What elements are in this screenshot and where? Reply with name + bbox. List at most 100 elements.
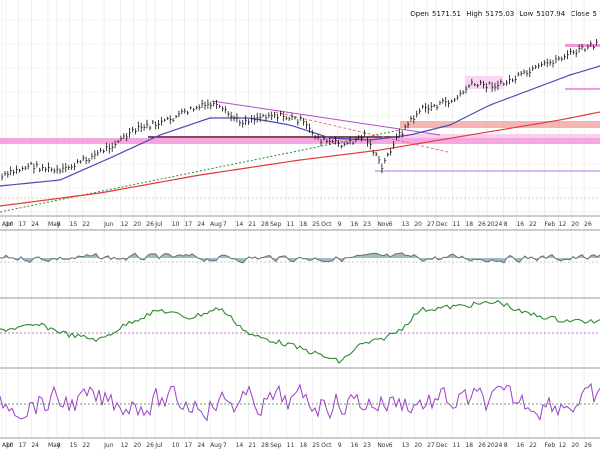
x-tick-bottom-30: 6 xyxy=(389,442,393,449)
x-tick-top-19: 21 xyxy=(248,221,256,228)
x-tick-top-27: 16 xyxy=(351,221,359,228)
price-bars xyxy=(1,38,598,181)
x-tick-top-18: 14 xyxy=(236,221,244,228)
x-tick-bottom-6: 15 xyxy=(70,442,78,449)
x-tick-bottom-11: 26 xyxy=(146,442,154,449)
oscillator-1-line xyxy=(0,252,600,264)
x-tick-bottom-20: 28 xyxy=(261,442,269,449)
x-tick-bottom-43: 12 xyxy=(559,442,567,449)
x-tick-top-12: Jul xyxy=(154,221,163,228)
x-tick-top-30: 6 xyxy=(389,221,393,228)
support-band-right xyxy=(400,121,600,128)
x-tick-top-36: 18 xyxy=(465,221,473,228)
x-tick-top-3: 24 xyxy=(31,221,39,228)
x-tick-bottom-14: 17 xyxy=(185,442,193,449)
close-label: Close xyxy=(570,10,590,18)
x-tick-bottom-12: Jul xyxy=(154,442,163,449)
x-tick-bottom-32: 20 xyxy=(414,442,422,449)
oscillator-2-line xyxy=(0,299,600,364)
x-tick-bottom-28: 23 xyxy=(363,442,371,449)
x-tick-bottom-0: Apr xyxy=(2,442,13,449)
x-tick-top-9: 12 xyxy=(121,221,129,228)
high-label: High xyxy=(466,10,483,18)
x-tick-top-29: Nov xyxy=(377,221,389,228)
resistance-band-left xyxy=(0,138,600,144)
top-zone xyxy=(565,44,600,47)
x-tick-bottom-22: 11 xyxy=(287,442,295,449)
x-tick-bottom-7: 22 xyxy=(82,442,90,449)
x-tick-bottom-1: 10 xyxy=(6,442,14,449)
x-tick-top-16: Aug xyxy=(210,221,222,228)
x-tick-top-37: 26 xyxy=(478,221,486,228)
x-tick-bottom-17: 7 xyxy=(223,442,227,449)
x-tick-bottom-42: Feb xyxy=(545,442,556,449)
low-value: 5107.94 xyxy=(536,10,566,18)
low-label: Low xyxy=(519,10,534,18)
x-tick-bottom-2: 17 xyxy=(19,442,27,449)
x-tick-top-21: Sep xyxy=(270,221,282,228)
support-band-low xyxy=(400,134,600,138)
x-tick-top-40: 16 xyxy=(516,221,524,228)
x-tick-top-5: 8 xyxy=(57,221,61,228)
x-tick-top-10: 20 xyxy=(133,221,141,228)
x-tick-bottom-15: 24 xyxy=(197,442,205,449)
x-tick-bottom-27: 16 xyxy=(351,442,359,449)
x-tick-top-34: Dec xyxy=(436,221,448,228)
x-tick-top-44: 20 xyxy=(571,221,579,228)
x-tick-top-42: Feb xyxy=(545,221,556,228)
x-tick-top-4: May xyxy=(48,221,61,228)
x-tick-top-0: Apr xyxy=(2,221,13,228)
x-tick-top-32: 20 xyxy=(414,221,422,228)
x-tick-top-20: 28 xyxy=(261,221,269,228)
x-tick-bottom-39: 8 xyxy=(504,442,508,449)
grid xyxy=(0,0,600,438)
x-tick-top-35: 11 xyxy=(453,221,461,228)
open-value: 5171.51 xyxy=(432,10,461,18)
x-tick-bottom-3: 24 xyxy=(31,442,39,449)
x-tick-bottom-29: Nov xyxy=(377,442,389,449)
x-tick-top-23: 18 xyxy=(299,221,307,228)
x-tick-bottom-40: 16 xyxy=(516,442,524,449)
consolidation-zone xyxy=(465,76,503,89)
x-tick-bottom-34: Dec xyxy=(436,442,448,449)
x-tick-top-31: 13 xyxy=(402,221,410,228)
moving-average-short xyxy=(0,65,600,187)
x-tick-bottom-41: 22 xyxy=(529,442,537,449)
x-tick-bottom-45: 26 xyxy=(584,442,592,449)
x-tick-top-1: 10 xyxy=(6,221,14,228)
open-label: Open xyxy=(410,10,429,18)
x-tick-bottom-31: 13 xyxy=(402,442,410,449)
x-tick-top-25: Oct xyxy=(321,221,332,228)
close-value: 5 xyxy=(592,10,597,18)
x-tick-top-39: 8 xyxy=(504,221,508,228)
x-tick-bottom-25: Oct xyxy=(321,442,332,449)
moving-average-long xyxy=(0,111,600,207)
x-tick-top-38: 2024 xyxy=(487,221,502,228)
x-tick-top-17: 7 xyxy=(223,221,227,228)
x-tick-top-6: 15 xyxy=(70,221,78,228)
panel-separators xyxy=(0,215,600,439)
high-value: 5175.03 xyxy=(485,10,515,18)
x-tick-bottom-18: 14 xyxy=(236,442,244,449)
x-tick-bottom-26: 9 xyxy=(338,442,342,449)
x-tick-top-43: 12 xyxy=(559,221,567,228)
x-tick-bottom-36: 18 xyxy=(465,442,473,449)
x-tick-top-14: 17 xyxy=(185,221,193,228)
x-tick-bottom-9: 12 xyxy=(121,442,129,449)
x-tick-bottom-19: 21 xyxy=(248,442,256,449)
x-tick-bottom-4: May xyxy=(48,442,61,449)
x-tick-top-8: Jun xyxy=(103,221,114,228)
x-tick-top-2: 17 xyxy=(19,221,27,228)
x-tick-bottom-33: 27 xyxy=(427,442,435,449)
x-tick-top-7: 22 xyxy=(82,221,90,228)
x-tick-bottom-37: 26 xyxy=(478,442,486,449)
x-tick-top-24: 25 xyxy=(312,221,320,228)
x-tick-bottom-8: Jun xyxy=(103,442,114,449)
x-tick-bottom-23: 18 xyxy=(299,442,307,449)
ohlc-readout: Open 5171.51 High 5175.03 Low 5107.94 Close… xyxy=(410,10,600,18)
trendline-descending-2 xyxy=(274,111,449,153)
trendline-dotted xyxy=(0,129,401,213)
